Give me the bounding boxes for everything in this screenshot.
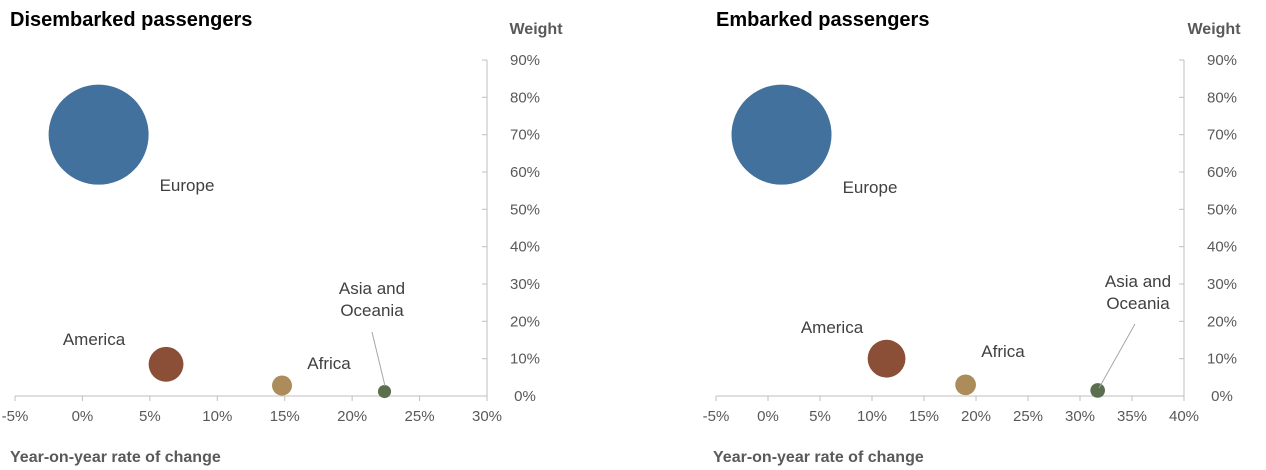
y-tick-label: 50%	[510, 201, 540, 218]
bubble-asia-and-oceania	[1090, 383, 1105, 398]
x-tick-label: 10%	[857, 408, 887, 425]
x-tick-label: 35%	[1117, 408, 1147, 425]
bubble-europe	[48, 84, 149, 185]
data-label-line: Oceania	[1106, 294, 1170, 313]
y-tick-label: 40%	[510, 239, 540, 256]
y-tick-label: 80%	[1207, 89, 1237, 106]
y-tick-label: 90%	[1207, 52, 1237, 69]
data-label-america: America	[63, 330, 126, 349]
x-tick-label: 5%	[139, 408, 161, 425]
chart-1: Disembarked passengers -5% 0% 5% 10% 15% 20% 25…	[2, 9, 564, 466]
y-tick-label: 20%	[1207, 313, 1237, 330]
x-tick-label: 30%	[472, 408, 502, 425]
y-tick-label: 0%	[1211, 388, 1233, 405]
y-tick-label: 10%	[510, 351, 540, 368]
chart-title: Disembarked passengers	[10, 9, 252, 31]
y-tick-label: 70%	[510, 127, 540, 144]
x-tick-label: 20%	[961, 408, 991, 425]
data-label-asia-and-oceania: Asia and Oceania	[1105, 272, 1171, 313]
y-tick-label: 50%	[1207, 201, 1237, 218]
data-label-africa: Africa	[307, 354, 351, 373]
data-label-africa: Africa	[981, 342, 1025, 361]
x-tick-label: 10%	[202, 408, 232, 425]
data-label-line: Europe	[160, 176, 215, 195]
y-tick-label: 60%	[510, 164, 540, 181]
bubble-africa	[272, 375, 293, 396]
data-label-line: Asia and	[1105, 272, 1171, 291]
y-tick-label: 70%	[1207, 127, 1237, 144]
x-tick-label: 25%	[405, 408, 435, 425]
data-label-line: Oceania	[340, 301, 404, 320]
data-label-line: America	[63, 330, 126, 349]
y-tick-label: 40%	[1207, 239, 1237, 256]
y-tick-label: 10%	[1207, 351, 1237, 368]
x-tick-label: 25%	[1013, 408, 1043, 425]
x-tick-label: 30%	[1065, 408, 1095, 425]
y-tick-label: 30%	[510, 276, 540, 293]
x-tick-label: 5%	[809, 408, 831, 425]
x-tick-label: 15%	[909, 408, 939, 425]
x-tick-label: 0%	[757, 408, 779, 425]
x-tick-label: -5%	[2, 408, 29, 425]
x-axis-title: Year-on-year rate of change	[713, 449, 924, 466]
y-axis-title: Weight	[509, 21, 563, 38]
y-tick-label: 90%	[510, 52, 540, 69]
data-label-america: America	[801, 318, 864, 337]
y-tick-label: 60%	[1207, 164, 1237, 181]
x-tick-label: 0%	[72, 408, 94, 425]
bubble-america	[867, 339, 906, 378]
data-label-line: Africa	[307, 354, 351, 373]
x-tick-label: -5%	[703, 408, 730, 425]
data-label-asia-and-oceania: Asia and Oceania	[339, 279, 405, 320]
y-tick-label: 80%	[510, 89, 540, 106]
chart-2: Embarked passengers -5% 0% 5% 10% 15% 20% 25% 30…	[703, 9, 1242, 466]
y-tick-label: 30%	[1207, 276, 1237, 293]
y-tick-label: 20%	[510, 313, 540, 330]
bubble-america	[148, 346, 184, 382]
y-tick-label: 0%	[514, 388, 536, 405]
y-axis-title: Weight	[1187, 21, 1241, 38]
leader-line-asia-and-oceania	[371, 331, 386, 387]
x-tick-label: 40%	[1169, 408, 1199, 425]
data-label-line: America	[801, 318, 864, 337]
x-tick-label: 15%	[270, 408, 300, 425]
bubble-europe	[731, 84, 832, 185]
data-label-europe: Europe	[160, 176, 215, 195]
chart-title: Embarked passengers	[716, 9, 929, 31]
x-tick-label: 20%	[337, 408, 367, 425]
x-axis-title: Year-on-year rate of change	[10, 449, 221, 466]
bubble-africa	[955, 374, 976, 396]
data-label-line: Asia and	[339, 279, 405, 298]
data-label-europe: Europe	[843, 178, 898, 197]
bubble-asia-and-oceania	[377, 384, 392, 399]
data-label-line: Europe	[843, 178, 898, 197]
data-label-line: Africa	[981, 342, 1025, 361]
leader-line-asia-and-oceania	[1098, 323, 1136, 389]
